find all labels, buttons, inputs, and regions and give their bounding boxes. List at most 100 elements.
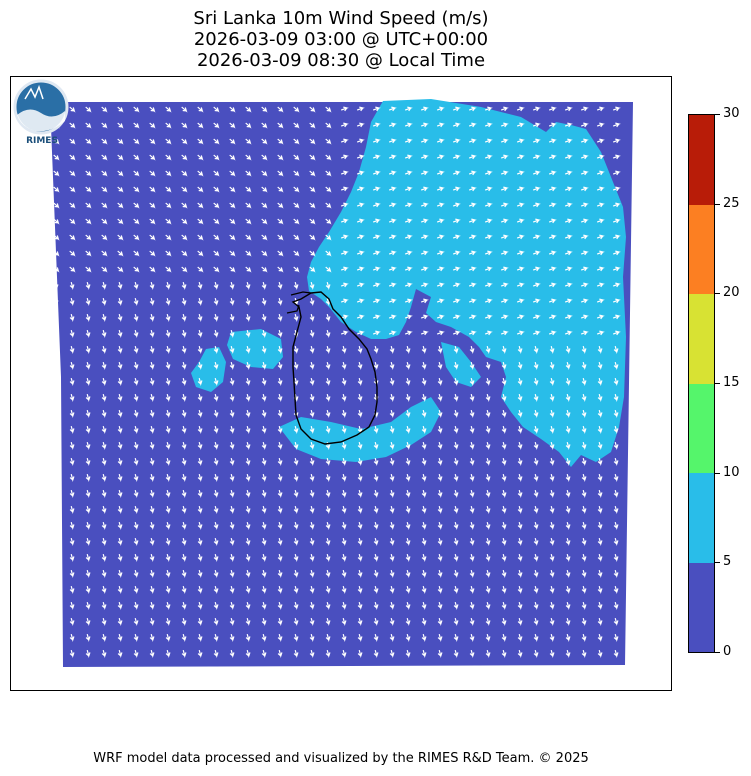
wind-arrow [613, 537, 619, 546]
wind-arrow [469, 601, 475, 610]
wind-arrow [101, 537, 107, 546]
wind-arrow [372, 154, 381, 160]
wind-arrow [293, 106, 300, 113]
wind-arrow [421, 521, 427, 530]
wind-arrow [452, 330, 461, 336]
wind-arrow [533, 553, 539, 562]
wind-arrow [581, 409, 587, 418]
wind-arrow [596, 282, 605, 288]
wind-arrow [101, 457, 107, 466]
wind-arrow [340, 314, 349, 320]
wind-arrow [277, 617, 283, 626]
wind-arrow [373, 569, 379, 578]
wind-arrow [405, 537, 411, 546]
logo-text: RIMES [26, 136, 58, 146]
wind-arrow [420, 330, 429, 336]
jaffna-coast [286, 291, 312, 314]
wind-arrow [85, 473, 91, 482]
wind-arrow [436, 330, 445, 336]
wind-arrow [453, 489, 459, 498]
wind-arrow [165, 234, 172, 241]
wind-arrow [517, 649, 523, 658]
wind-arrow [245, 202, 252, 209]
wind-arrow [436, 314, 445, 320]
wind-arrow [53, 521, 59, 530]
wind-arrow [357, 537, 363, 546]
wind-arrow [309, 297, 315, 306]
wind-arrow [85, 425, 91, 434]
high-wind-region [307, 99, 626, 467]
wind-arrow [469, 569, 475, 578]
wind-arrow [325, 106, 332, 113]
wind-arrow [564, 266, 573, 272]
wind-arrow [53, 537, 59, 546]
wind-arrow [149, 617, 155, 626]
wind-arrow [597, 569, 603, 578]
wind-arrow [500, 330, 509, 336]
wind-arrow [596, 218, 605, 224]
wind-arrow [421, 569, 427, 578]
wind-arrow [181, 281, 187, 290]
wind-arrow [277, 489, 283, 498]
wind-arrow [133, 250, 140, 257]
wind-arrow [69, 473, 75, 482]
wind-arrow [213, 218, 220, 225]
wind-arrow [500, 250, 509, 256]
wind-arrow [453, 569, 459, 578]
wind-arrow [261, 473, 267, 482]
wind-arrow [229, 361, 235, 370]
wind-arrow [597, 585, 603, 594]
wind-arrow [117, 138, 124, 145]
wind-arrow [565, 505, 571, 514]
wind-arrow [452, 298, 461, 304]
wind-arrow [389, 585, 395, 594]
wind-arrow [181, 345, 187, 354]
wind-arrow [133, 202, 140, 209]
wind-arrow [261, 585, 267, 594]
wind-arrow [421, 441, 427, 450]
wind-arrow [229, 329, 235, 338]
wind-arrow [485, 649, 491, 658]
wind-arrow [421, 377, 427, 386]
wind-arrow [500, 298, 509, 304]
wind-arrow [69, 345, 75, 354]
wind-arrow [452, 154, 461, 160]
wind-arrow [165, 569, 171, 578]
wind-arrow [309, 377, 315, 386]
wind-arrow [213, 425, 219, 434]
wind-arrow [85, 601, 91, 610]
wind-arrow [421, 585, 427, 594]
wind-arrow [421, 489, 427, 498]
wind-arrow [453, 393, 459, 402]
wind-arrow [340, 298, 349, 304]
wind-arrow [229, 585, 235, 594]
wind-arrow [357, 601, 363, 610]
wind-arrow [468, 314, 477, 320]
wind-arrow [133, 649, 139, 658]
colorbar-tick [715, 652, 720, 653]
wind-arrow [293, 473, 299, 482]
wind-arrow [325, 329, 331, 338]
wind-arrow [277, 250, 284, 257]
wind-arrow [69, 250, 76, 257]
wind-arrow [341, 553, 347, 562]
wind-arrow [484, 122, 493, 128]
wind-arrow [325, 425, 331, 434]
wind-arrow [213, 489, 219, 498]
wind-arrow [468, 282, 477, 288]
wind-arrow [277, 633, 283, 642]
wind-arrow [213, 617, 219, 626]
wind-arrow [436, 170, 445, 176]
wind-arrow [357, 409, 363, 418]
wind-arrow [261, 393, 267, 402]
wind-arrow [309, 393, 315, 402]
wind-arrow [581, 361, 587, 370]
wind-arrow [165, 393, 171, 402]
wind-arrow [101, 601, 107, 610]
footer-credit: WRF model data processed and visualized … [93, 751, 589, 766]
wind-arrow [420, 282, 429, 288]
wind-arrow [117, 297, 123, 306]
wind-arrow [293, 441, 299, 450]
wind-arrow [357, 441, 363, 450]
wind-arrow [501, 585, 507, 594]
